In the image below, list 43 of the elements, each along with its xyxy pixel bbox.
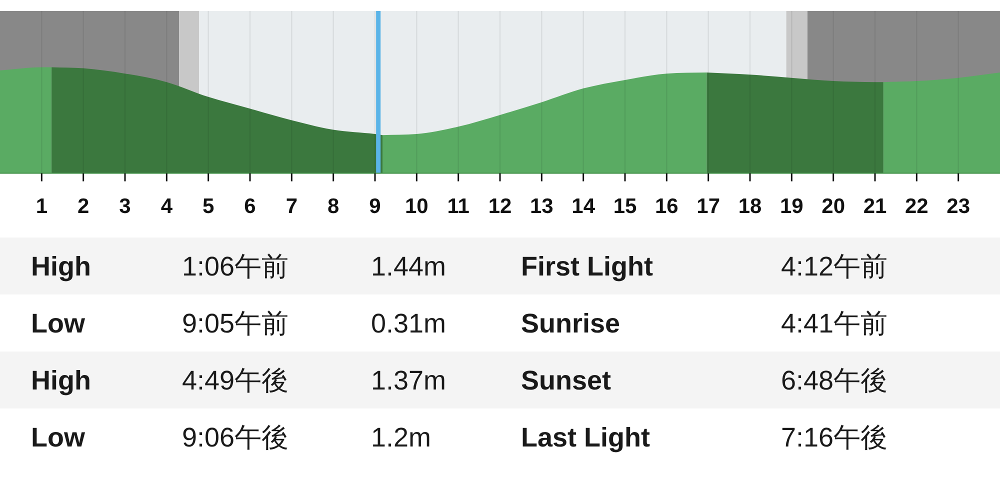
x-tick-label: 14 <box>572 195 596 218</box>
x-tick-label: 11 <box>447 195 470 218</box>
x-tick-label: 19 <box>780 195 804 218</box>
text: 1.2m <box>371 422 432 452</box>
text: 7:16午後 <box>781 422 888 452</box>
text: Last Light <box>521 422 650 452</box>
text: 9:06午後 <box>182 422 289 452</box>
x-tick-label: 9 <box>369 195 381 218</box>
text: Low <box>31 308 86 338</box>
x-tick-label: 17 <box>696 195 720 218</box>
x-tick-label: 21 <box>863 195 887 218</box>
x-tick-label: 18 <box>738 195 762 218</box>
text: Sunrise <box>521 308 620 338</box>
text: 1.37m <box>371 366 446 396</box>
x-tick-label: 3 <box>119 195 131 218</box>
x-tick-label: 1 <box>36 195 48 218</box>
x-tick-label: 23 <box>946 195 970 218</box>
text: 9:05午前 <box>182 308 289 338</box>
text: High <box>31 366 91 396</box>
text: 4:41午前 <box>781 308 888 338</box>
x-tick-label: 20 <box>822 195 846 218</box>
text: High <box>31 252 91 282</box>
text: First Light <box>521 252 653 282</box>
text: 1.44m <box>371 252 446 282</box>
text: 4:12午前 <box>781 252 888 282</box>
x-tick-label: 8 <box>327 195 340 218</box>
text: 0.31m <box>371 308 446 338</box>
text: 4:49午後 <box>182 366 289 396</box>
text: 1:06午前 <box>182 252 289 282</box>
x-tick-label: 2 <box>77 195 90 218</box>
x-tick-label: 5 <box>202 195 214 218</box>
x-tick-label: 7 <box>286 195 298 218</box>
x-tick-label: 6 <box>244 195 256 218</box>
x-tick-label: 22 <box>904 195 928 218</box>
x-tick-label: 4 <box>160 195 173 218</box>
text: 6:48午後 <box>781 366 888 396</box>
text: Low <box>31 422 86 452</box>
x-tick-label: 13 <box>530 195 554 218</box>
x-tick-label: 10 <box>404 195 428 218</box>
x-tick-label: 12 <box>488 195 512 218</box>
text: Sunset <box>521 366 612 396</box>
x-tick-label: 16 <box>654 195 678 218</box>
x-tick-label: 15 <box>613 195 637 218</box>
